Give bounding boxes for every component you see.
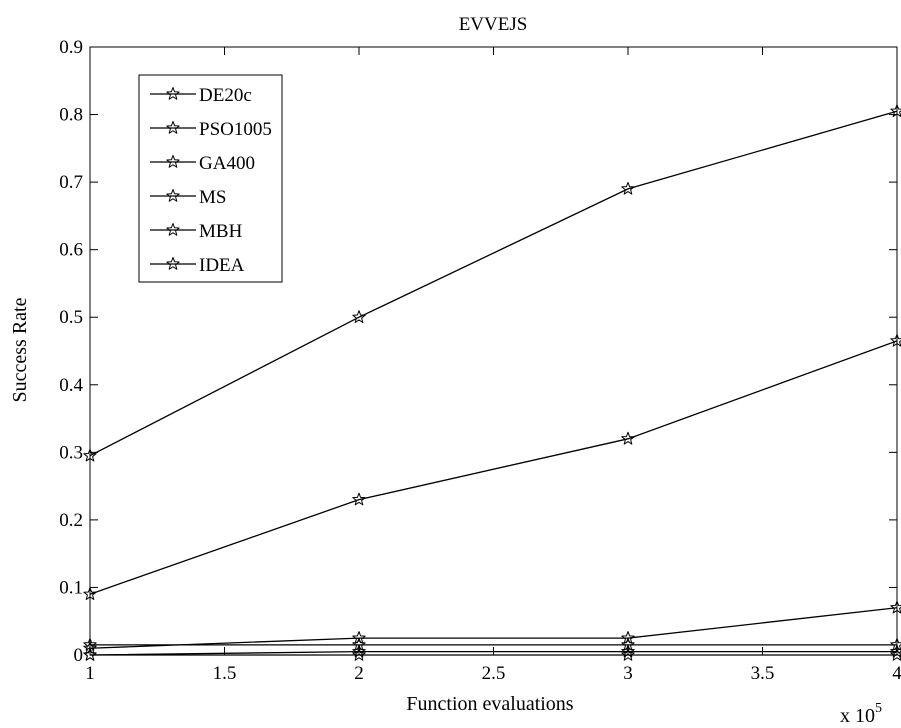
data-point-marker <box>352 648 366 661</box>
y-tick-label: 0.1 <box>59 577 83 598</box>
data-point-marker <box>83 448 97 462</box>
y-tick-label: 0.8 <box>59 105 83 126</box>
legend-marker <box>166 257 180 270</box>
legend-item-pso1005: PSO1005 <box>150 119 272 140</box>
legend-label: MS <box>199 187 226 208</box>
chart-title: EVVEJS <box>459 14 528 35</box>
data-point-marker <box>352 310 366 323</box>
data-point-marker <box>83 641 97 654</box>
legend-item-idea: IDEA <box>150 255 245 276</box>
x-axis-label: Function evaluations <box>406 693 573 715</box>
series-line <box>89 650 897 656</box>
data-point-marker <box>621 648 635 661</box>
data-point-marker <box>890 333 901 347</box>
legend-item-mbh: MBH <box>150 221 243 242</box>
legend-item-de20c: DE20c <box>150 85 252 106</box>
x-axis-exponent-power: 5 <box>875 701 882 716</box>
x-tick-label: 1.5 <box>213 663 237 684</box>
legend-marker <box>166 87 180 100</box>
data-point-marker <box>83 587 97 600</box>
data-point-marker <box>621 181 635 195</box>
y-tick-label: 0.4 <box>59 375 83 396</box>
y-axis-label: Success Rate <box>9 297 31 402</box>
y-tick-label: 0.2 <box>59 510 83 531</box>
x-axis-exponent: x 105 <box>840 701 882 727</box>
legend-label: IDEA <box>199 255 245 276</box>
legend-marker <box>166 155 180 168</box>
data-point-marker <box>890 104 901 117</box>
legend-label: PSO1005 <box>199 119 272 140</box>
x-tick-label: 2.5 <box>482 663 506 684</box>
plot-area: 1 1.5 2 2.5 3 3.5 4 0 0.1 0.2 0.3 0.4 0.5 0.6 0.7 0.8 0.… <box>59 37 901 684</box>
y-tick-label: 0.5 <box>59 307 83 328</box>
legend-label: DE20c <box>199 85 252 106</box>
data-point-marker <box>352 631 366 644</box>
data-point-marker <box>890 648 901 661</box>
data-point-marker <box>621 637 635 651</box>
y-tick-label: 0 <box>74 645 84 666</box>
legend-label: GA400 <box>199 153 255 174</box>
series-idea <box>83 648 901 661</box>
data-point-marker <box>621 431 635 445</box>
series-de20c <box>83 104 901 462</box>
series-ga400 <box>83 600 901 654</box>
series-line <box>89 607 898 649</box>
data-point-marker <box>83 637 97 651</box>
series-ms <box>83 637 901 651</box>
x-tick-label: 3.5 <box>751 663 775 684</box>
series-pso1005 <box>83 333 901 600</box>
data-point-marker <box>83 648 97 661</box>
legend-marker <box>166 223 180 236</box>
legend-label: MBH <box>199 221 243 242</box>
legend-marker <box>166 189 180 202</box>
legend-item-ga400: GA400 <box>150 153 255 174</box>
legend-marker <box>166 121 180 134</box>
x-tick-label: 2 <box>354 663 364 684</box>
x-tick-label: 3 <box>623 663 633 684</box>
series-line <box>89 340 898 595</box>
data-point-marker <box>890 600 901 614</box>
y-tick-label: 0.6 <box>59 240 83 261</box>
data-point-marker <box>352 637 366 651</box>
x-tick-label: 1 <box>85 663 95 684</box>
x-axis-exponent-base: x 10 <box>840 705 875 727</box>
series-line <box>89 110 898 457</box>
data-point-marker <box>352 492 366 506</box>
y-tick-label: 0.3 <box>59 442 83 463</box>
legend: DE20c PSO1005 GA400 MS MBH IDEA <box>138 74 283 283</box>
legend-box <box>138 74 283 283</box>
y-tick-label: 0.9 <box>59 37 83 58</box>
x-tick-label: 4 <box>892 663 901 684</box>
legend-item-ms: MS <box>150 187 226 208</box>
data-point-marker <box>621 631 635 644</box>
y-tick-label: 0.7 <box>59 172 83 193</box>
data-point-marker <box>890 637 901 651</box>
